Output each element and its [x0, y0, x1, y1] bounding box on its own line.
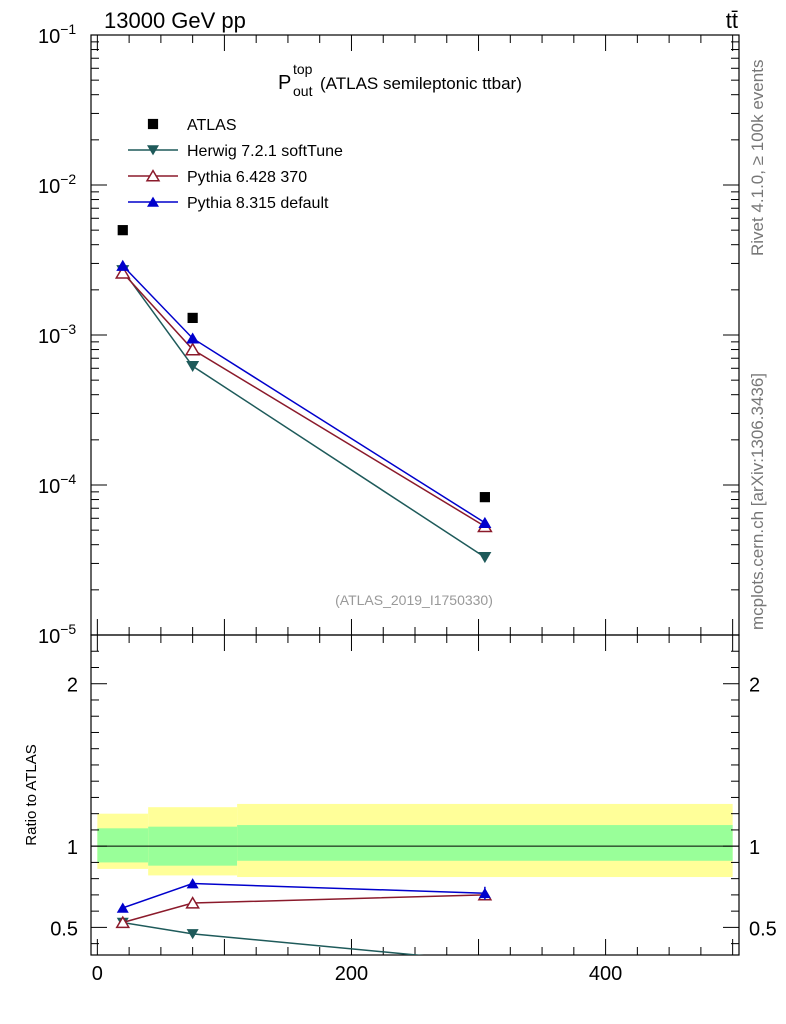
plot-title-sub: out: [293, 83, 313, 99]
data-point-atlas: [187, 312, 198, 324]
data-point-herwig: [478, 552, 492, 564]
data-point-py8: [186, 332, 200, 344]
data-point-py6: [114, 265, 131, 279]
legend-marker-py8: [147, 196, 159, 207]
analysis-label: (ATLAS_2019_I1750330): [335, 592, 493, 608]
y-tick-label: 10−4: [38, 471, 76, 498]
y-tick-exponent: −5: [60, 621, 76, 637]
legend-marker-herwig: [147, 145, 159, 156]
legend-label-py6: Pythia 6.428 370: [187, 169, 307, 186]
ratio-point-py6: [185, 896, 200, 909]
legend-marker-atlas: [147, 118, 159, 130]
y-tick-label: 10−5: [38, 621, 76, 648]
ratio-y-tick-label-left: 0.5: [50, 918, 78, 940]
x-tick-label: 0: [92, 963, 103, 985]
stat-uncertainty-band: [97, 828, 149, 863]
ratio-y-tick-label-left: 2: [67, 675, 78, 697]
data-point-py8: [116, 259, 130, 271]
plot-title-main: P: [278, 72, 291, 94]
plot-title-rest: (ATLAS semileptonic ttbar): [320, 74, 522, 93]
ratio-y-tick-label-right: 0.5: [749, 918, 777, 940]
legend-label-herwig: Herwig 7.2.1 softTune: [187, 143, 343, 160]
ratio-point-py8: [478, 887, 491, 899]
main-panel-frame: 10−1 10−2 10−3 10−4 10−5: [38, 21, 740, 648]
plot-title-sup: top: [293, 61, 313, 77]
ratio-series-herwig: [116, 917, 491, 967]
rivet-version-label: Rivet 4.1.0, ≥ 100k events: [748, 59, 767, 256]
y-tick-exponent: −2: [60, 171, 76, 187]
ratio-line-herwig: [122, 921, 425, 955]
mcplots-label: mcplots.cern.ch [arXiv:1306.3436]: [748, 372, 767, 630]
data-point-py6: [184, 342, 201, 356]
main-series-layer: [114, 225, 493, 564]
ratio-point-py8: [116, 902, 129, 913]
legend: ATLAS Herwig 7.2.1 softTune Pythia 6.428 3…: [128, 117, 343, 212]
series-atlas: [117, 225, 490, 503]
ratio-y-tick-label-right: 2: [749, 675, 760, 697]
data-point-atlas: [117, 225, 128, 236]
plot-title: P: [278, 72, 291, 94]
x-tick-label: 200: [335, 963, 368, 985]
ratio-point-py6: [115, 915, 131, 929]
legend-item-herwig: Herwig 7.2.1 softTune: [128, 143, 343, 160]
legend-item-py8: Pythia 8.315 default: [128, 195, 329, 212]
ratio-line-py6: [122, 894, 485, 924]
data-point-herwig: [186, 360, 200, 372]
x-tick-label: 400: [589, 963, 622, 985]
ratio-series-py6: [115, 888, 493, 929]
legend-item-atlas: ATLAS: [147, 117, 237, 134]
series-py8: [116, 259, 492, 528]
legend-item-py6: Pythia 6.428 370: [128, 169, 307, 186]
text-layer: 13000 GeV pp tt̄ P top out (ATLAS semile…: [23, 8, 738, 846]
ratio-series-layer: [115, 878, 493, 967]
data-point-atlas: [479, 492, 490, 503]
stat-uncertainty-band: [237, 825, 733, 861]
legend-label-atlas: ATLAS: [187, 117, 237, 134]
y-tick-label: 10−3: [38, 321, 76, 348]
y-tick-exponent: −1: [60, 21, 76, 37]
ratio-series-py8: [116, 878, 491, 913]
y-tick-exponent: −4: [60, 471, 76, 487]
series-line-py8: [122, 265, 486, 524]
ratio-uncertainty-bands: [97, 803, 733, 878]
y-tick-label: 10−2: [38, 171, 76, 198]
ratio-y-tick-label-right: 1: [749, 837, 760, 859]
ratio-panel-frame: 0.5 0.5 1 1 2 2 0 200 400: [50, 634, 777, 985]
ratio-point-herwig: [186, 929, 199, 940]
ratio-y-tick-label-left: 1: [67, 837, 78, 859]
process-label: tt̄: [726, 8, 738, 33]
y-tick-label: 10−1: [38, 21, 76, 48]
ratio-point-py8: [186, 878, 199, 889]
ratio-point-herwig: [479, 957, 491, 967]
data-point-py8: [478, 516, 492, 528]
legend-label-py8: Pythia 8.315 default: [187, 195, 329, 212]
y-tick-exponent: −3: [60, 321, 76, 337]
legend-marker-py6: [145, 169, 161, 182]
ratio-y-axis-label: Ratio to ATLAS: [23, 744, 40, 845]
series-herwig: [116, 265, 492, 564]
energy-label: 13000 GeV pp: [104, 8, 246, 33]
series-line-herwig: [122, 269, 486, 558]
